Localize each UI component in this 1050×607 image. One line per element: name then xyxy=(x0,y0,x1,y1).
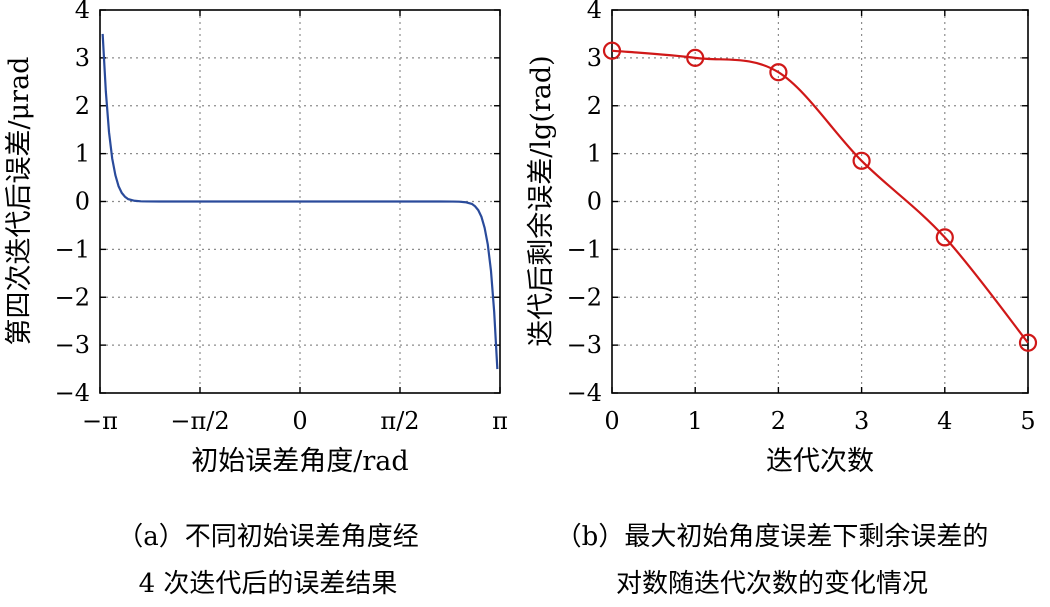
chart-panel-b: 0 1 2 3 4 5 4 3 2 1 0 −1 −2 −3 −4 迭代次数 迭代后剩余误差/lg(rad) xyxy=(526,0,1038,477)
x-tick-label: π xyxy=(492,407,508,435)
chart-panel-a: −π −π/2 0 π/2 π 4 3 2 1 0 −1 −2 −3 −4 初始误差角度/rad 第四次迭… xyxy=(4,0,508,477)
chart-a-ticks: −π −π/2 0 π/2 π 4 3 2 1 0 −1 −2 −3 −4 xyxy=(55,0,508,435)
y-tick-label: 1 xyxy=(75,140,90,168)
chart-b-ylabel: 迭代后剩余误差/lg(rad) xyxy=(526,55,557,346)
y-tick-label: 0 xyxy=(587,188,602,216)
chart-a-series-line xyxy=(101,33,499,370)
chart-a-xlabel: 初始误差角度/rad xyxy=(191,446,408,477)
data-point-marker xyxy=(1018,333,1038,352)
data-point-marker xyxy=(686,48,705,67)
x-tick-label: π/2 xyxy=(380,407,419,435)
chart-b-grid xyxy=(612,10,1028,393)
y-tick-label: −1 xyxy=(55,235,90,263)
chart-b-markers xyxy=(602,41,1038,352)
y-tick-label: −3 xyxy=(567,331,602,359)
y-tick-label: −4 xyxy=(567,379,602,407)
caption-b-line2: 对数随迭代次数的变化情况 xyxy=(616,569,928,599)
x-tick-label: 0 xyxy=(292,407,307,435)
chart-b-ticks: 0 1 2 3 4 5 4 3 2 1 0 −1 −2 −3 −4 xyxy=(567,0,1036,435)
y-tick-label: 1 xyxy=(587,140,602,168)
x-tick-label: −π/2 xyxy=(170,407,229,435)
y-tick-label: −2 xyxy=(567,283,602,311)
x-tick-label: 0 xyxy=(604,407,619,435)
y-tick-label: 4 xyxy=(587,0,602,24)
caption-a-line2: 4 次迭代后的误差结果 xyxy=(139,569,398,599)
y-tick-label: 4 xyxy=(75,0,90,24)
caption-a-line1: （a）不同初始误差角度经 xyxy=(117,522,419,552)
y-tick-label: 0 xyxy=(75,188,90,216)
x-tick-label: 3 xyxy=(854,407,869,435)
y-tick-label: 3 xyxy=(75,44,90,72)
chart-b-xlabel: 迭代次数 xyxy=(766,446,874,477)
y-tick-label: −1 xyxy=(567,235,602,263)
data-point-marker xyxy=(769,63,788,82)
x-tick-label: 2 xyxy=(771,407,786,435)
y-tick-label: 3 xyxy=(587,44,602,72)
x-tick-label: 5 xyxy=(1020,407,1035,435)
y-tick-label: 2 xyxy=(587,92,602,120)
data-point-marker xyxy=(602,41,622,60)
x-tick-label: 1 xyxy=(688,407,703,435)
y-tick-label: −2 xyxy=(55,283,90,311)
data-point-marker xyxy=(852,151,871,170)
y-tick-label: −4 xyxy=(55,379,90,407)
chart-a-ylabel: 第四次迭代后误差/μrad xyxy=(4,57,35,346)
chart-b-frame xyxy=(611,9,1029,394)
y-tick-label: 2 xyxy=(75,92,90,120)
x-tick-label: −π xyxy=(82,407,118,435)
x-tick-label: 4 xyxy=(937,407,952,435)
chart-b-series-line xyxy=(611,49,1029,344)
caption-b-line1: （b）最大初始角度误差下剩余误差的 xyxy=(556,522,989,552)
y-tick-label: −3 xyxy=(55,331,90,359)
data-point-marker xyxy=(935,228,954,247)
